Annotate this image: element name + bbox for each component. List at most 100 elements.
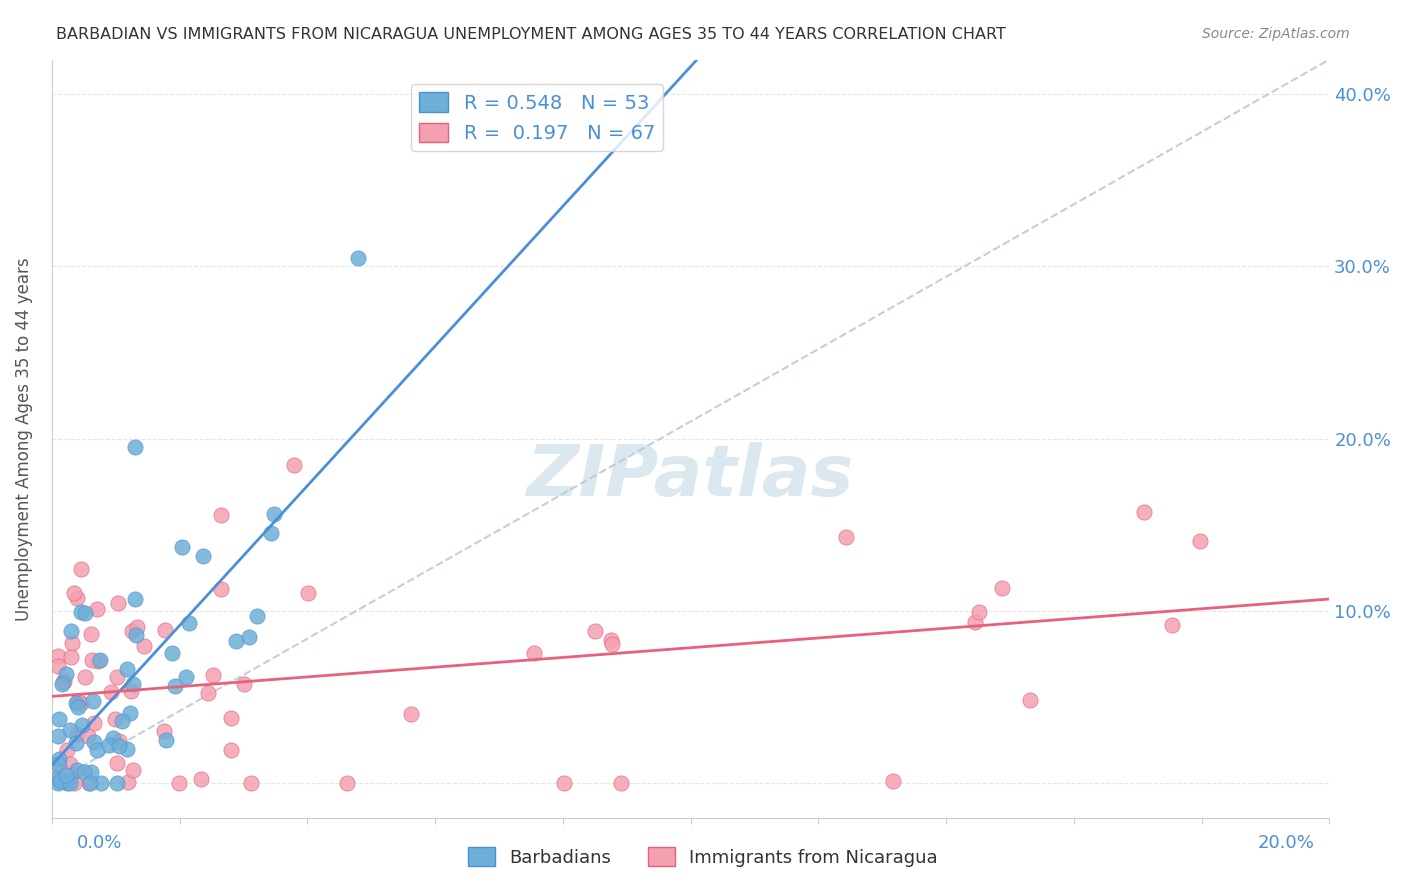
Immigrants from Nicaragua [1189, 534, 1212, 549]
Barbadians [55, 666, 77, 681]
Barbadians [82, 693, 104, 707]
Barbadians [90, 776, 112, 790]
Barbadians [124, 591, 146, 606]
Barbadians [48, 751, 70, 765]
Barbadians [117, 662, 139, 676]
Barbadians [48, 774, 70, 789]
Barbadians [163, 680, 186, 694]
Immigrants from Nicaragua [1018, 692, 1040, 706]
Barbadians [170, 540, 193, 554]
Immigrants from Nicaragua [553, 776, 575, 790]
Immigrants from Nicaragua [134, 639, 156, 653]
Immigrants from Nicaragua [201, 667, 224, 681]
Text: Source: ZipAtlas.com: Source: ZipAtlas.com [1202, 27, 1350, 41]
Immigrants from Nicaragua [121, 764, 143, 778]
Barbadians [56, 776, 79, 790]
Immigrants from Nicaragua [121, 624, 143, 639]
Immigrants from Nicaragua [297, 586, 319, 600]
Barbadians [108, 739, 131, 754]
Barbadians [59, 776, 82, 790]
Barbadians [89, 653, 111, 667]
Immigrants from Nicaragua [100, 685, 122, 699]
Immigrants from Nicaragua [107, 734, 129, 748]
Immigrants from Nicaragua [76, 730, 98, 744]
Immigrants from Nicaragua [79, 776, 101, 790]
Barbadians [73, 764, 96, 779]
Immigrants from Nicaragua [969, 605, 991, 619]
Barbadians [79, 776, 101, 790]
Barbadians [55, 768, 77, 782]
Barbadians [65, 736, 87, 750]
Barbadians [347, 251, 370, 265]
Immigrants from Nicaragua [399, 706, 422, 721]
Barbadians [160, 646, 183, 660]
Immigrants from Nicaragua [190, 772, 212, 786]
Immigrants from Nicaragua [83, 716, 105, 731]
Text: ZIPatlas: ZIPatlas [527, 442, 855, 511]
Immigrants from Nicaragua [87, 654, 110, 668]
Legend: R = 0.548   N = 53, R =  0.197   N = 67: R = 0.548 N = 53, R = 0.197 N = 67 [412, 85, 664, 151]
Barbadians [46, 757, 69, 772]
Immigrants from Nicaragua [49, 763, 72, 777]
Immigrants from Nicaragua [60, 636, 83, 650]
Barbadians [124, 441, 146, 455]
Barbadians [238, 630, 260, 644]
Barbadians [51, 676, 73, 690]
Barbadians [72, 717, 94, 731]
Immigrants from Nicaragua [233, 677, 256, 691]
Barbadians [101, 731, 124, 746]
Barbadians [58, 723, 80, 737]
Immigrants from Nicaragua [239, 776, 262, 790]
Barbadians [75, 606, 97, 620]
Barbadians [46, 776, 69, 790]
Barbadians [66, 699, 89, 714]
Barbadians [115, 741, 138, 756]
Immigrants from Nicaragua [600, 637, 623, 651]
Immigrants from Nicaragua [283, 458, 305, 472]
Barbadians [121, 677, 143, 691]
Immigrants from Nicaragua [104, 712, 127, 726]
Immigrants from Nicaragua [46, 658, 69, 673]
Immigrants from Nicaragua [62, 776, 84, 790]
Barbadians [46, 771, 69, 785]
Immigrants from Nicaragua [56, 742, 79, 756]
Immigrants from Nicaragua [73, 670, 96, 684]
Barbadians [70, 605, 93, 619]
Immigrants from Nicaragua [599, 633, 621, 648]
Barbadians [111, 714, 134, 728]
Immigrants from Nicaragua [120, 684, 142, 698]
Barbadians [176, 670, 198, 684]
Text: BARBADIAN VS IMMIGRANTS FROM NICARAGUA UNEMPLOYMENT AMONG AGES 35 TO 44 YEARS CO: BARBADIAN VS IMMIGRANTS FROM NICARAGUA U… [56, 27, 1007, 42]
Barbadians [225, 633, 247, 648]
Immigrants from Nicaragua [523, 646, 546, 660]
Immigrants from Nicaragua [60, 649, 83, 664]
Barbadians [193, 549, 215, 563]
Barbadians [66, 764, 89, 778]
Immigrants from Nicaragua [153, 623, 176, 637]
Immigrants from Nicaragua [105, 756, 128, 770]
Y-axis label: Unemployment Among Ages 35 to 44 years: Unemployment Among Ages 35 to 44 years [15, 257, 32, 621]
Immigrants from Nicaragua [86, 601, 108, 615]
Barbadians [46, 729, 69, 743]
Immigrants from Nicaragua [197, 686, 219, 700]
Barbadians [48, 712, 70, 726]
Barbadians [260, 526, 283, 541]
Immigrants from Nicaragua [105, 670, 128, 684]
Immigrants from Nicaragua [46, 648, 69, 663]
Immigrants from Nicaragua [59, 757, 82, 772]
Immigrants from Nicaragua [153, 723, 176, 738]
Barbadians [263, 507, 285, 521]
Immigrants from Nicaragua [66, 591, 89, 605]
Immigrants from Nicaragua [219, 711, 242, 725]
Immigrants from Nicaragua [209, 582, 232, 596]
Barbadians [60, 624, 83, 639]
Immigrants from Nicaragua [125, 620, 148, 634]
Barbadians [83, 735, 105, 749]
Immigrants from Nicaragua [610, 776, 633, 790]
Immigrants from Nicaragua [219, 743, 242, 757]
Barbadians [53, 773, 76, 788]
Immigrants from Nicaragua [79, 627, 101, 641]
Text: 20.0%: 20.0% [1258, 834, 1315, 852]
Immigrants from Nicaragua [167, 776, 190, 790]
Immigrants from Nicaragua [107, 596, 129, 610]
